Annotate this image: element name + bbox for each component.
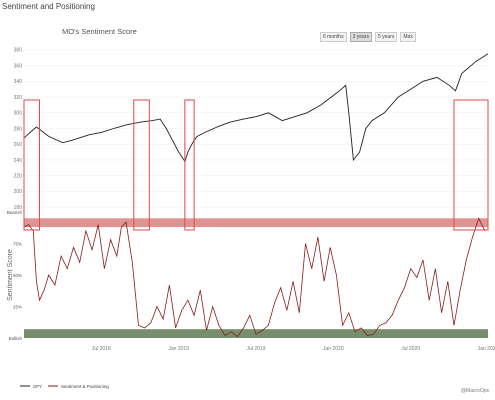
sentiment-y-axis-label: Sentiment Score <box>7 249 14 301</box>
price-y-tick-label: 280 <box>14 126 23 132</box>
range-5-years-button[interactable]: 5 years <box>374 32 398 42</box>
price-y-tick-label: 320 <box>14 95 23 101</box>
range-3-years-button[interactable]: 3 years <box>349 32 372 42</box>
price-y-tick-label: 300 <box>14 111 23 117</box>
x-tick-label: Jul 2020 <box>401 346 420 352</box>
credit-text: @MacroOps <box>460 388 489 394</box>
sentiment-y-tick-label: Bullish <box>9 336 23 341</box>
price-y-tick-label: 240 <box>14 158 23 164</box>
range-max-button[interactable]: Max <box>400 32 416 42</box>
sentiment-y-tick-label: 75% <box>13 241 22 246</box>
sentiment-y-tick-label: Bearish <box>7 210 23 215</box>
x-tick-label: Jul 2018 <box>92 346 111 352</box>
sentiment-y-tick-label: 25% <box>13 304 22 309</box>
x-tick-label: Jan 2019 <box>168 346 189 352</box>
x-tick-label: Jul 2019 <box>247 346 266 352</box>
sentiment-line <box>23 217 486 338</box>
price-y-tick-label: 200 <box>14 189 23 195</box>
price-y-tick-label: 380 <box>14 48 23 54</box>
highlight-box <box>453 99 489 231</box>
price-y-tick-label: 340 <box>14 79 23 85</box>
page-title: Sentiment and Positioning <box>2 2 95 11</box>
highlight-box <box>184 99 195 231</box>
price-y-tick-label: 360 <box>14 63 23 69</box>
band-bearish <box>24 218 488 228</box>
chart-title: MO's Sentiment Score <box>62 27 137 36</box>
x-tick-label: Jan 2020 <box>323 346 344 352</box>
highlight-box <box>23 99 40 231</box>
price-line <box>23 53 489 163</box>
sentiment-y-tick-label: 50% <box>13 273 22 278</box>
range-6-months-button[interactable]: 6 months <box>320 32 347 42</box>
price-y-tick-label: 180 <box>14 205 23 211</box>
x-tick-label: Jan 2021 <box>478 346 495 352</box>
legend-sentiment-label: Sentiment & Positioning <box>61 384 109 389</box>
price-y-tick-label: 220 <box>14 173 23 179</box>
range-selector: 6 months 3 years 5 years Max <box>320 32 416 42</box>
legend-price-label: SPY <box>33 384 42 389</box>
price-y-tick-label: 260 <box>14 142 23 148</box>
highlight-box <box>133 99 150 231</box>
